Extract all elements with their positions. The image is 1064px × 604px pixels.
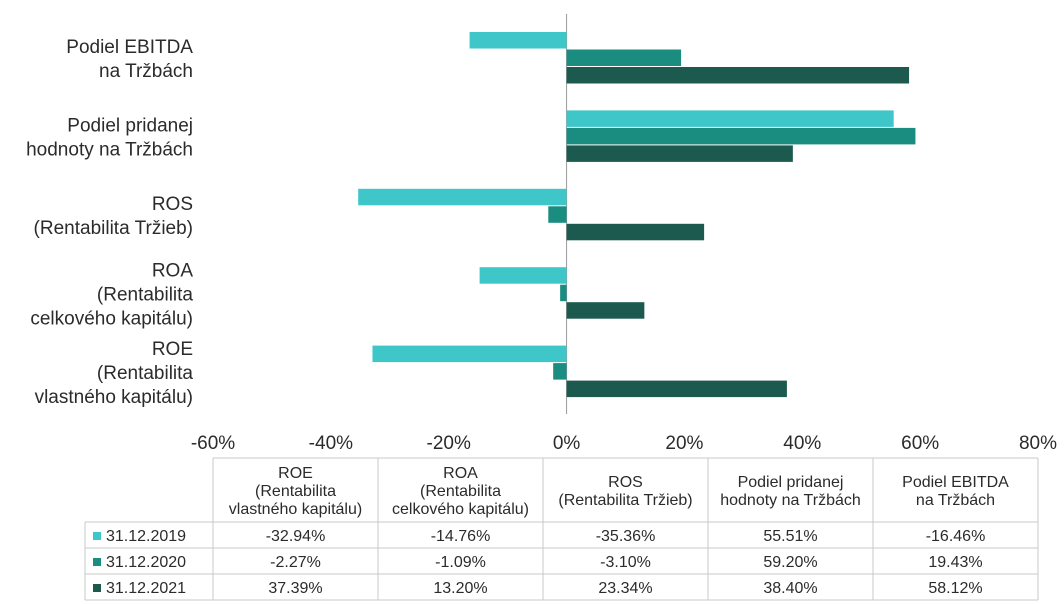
table-cell: -16.46% [926,528,986,545]
table-cell: -2.27% [270,554,321,571]
legend-label: 31.12.2019 [106,528,186,545]
bar-31-12-2021-cat-4 [566,380,787,398]
bar-31-12-2020-cat-4 [553,363,567,380]
table-header-text: (Rentabilita Tržieb) [558,492,692,509]
category-label: ROA [152,260,194,281]
table-header-text: Podiel EBITDA [902,474,1009,491]
table-cell: 37.39% [268,580,322,597]
legend-swatch-0 [93,532,101,540]
category-label: (Rentabilita Tržieb) [34,218,193,239]
bar-31-12-2020-cat-1 [566,127,916,145]
table-cell: -14.76% [431,528,491,545]
table-header-text: ROS [608,474,643,491]
table-cell: 38.40% [763,580,817,597]
category-label: ROS [152,194,193,215]
table-header-text: na Tržbách [916,492,995,509]
category-label: hodnoty na Tržbách [26,140,193,161]
x-tick-label: 0% [553,433,581,454]
x-tick-label: -40% [309,433,353,454]
category-label: (Rentabilita [97,284,194,305]
x-tick-label: -60% [191,433,235,454]
table-header-text: ROA [443,465,478,482]
bar-31-12-2019-cat-2 [358,188,567,206]
category-label: vlastného kapitálu) [35,387,193,408]
category-label: Podiel pridanej [67,116,193,137]
legend-label: 31.12.2021 [106,580,186,597]
table-header-text: hodnoty na Tržbách [720,492,861,509]
bar-31-12-2021-cat-0 [566,67,910,84]
table-cell: -35.36% [596,528,656,545]
table-header-text: Podiel pridanej [738,474,844,491]
bar-31-12-2020-cat-0 [566,49,682,66]
legend-swatch-2 [93,584,101,592]
table-cell: 13.20% [433,580,487,597]
bar-31-12-2019-cat-1 [566,110,894,127]
table-cell: -32.94% [266,528,326,545]
bar-31-12-2019-cat-4 [372,345,567,363]
x-tick-label: 20% [665,433,703,454]
table-cell: 59.20% [763,554,817,571]
table-cell: -3.10% [600,554,651,571]
bar-31-12-2021-cat-1 [566,145,793,162]
table-cell: -1.09% [435,554,486,571]
table-cell: 55.51% [763,528,817,545]
legend-label: 31.12.2020 [106,554,186,571]
bar-31-12-2019-cat-3 [479,267,567,284]
x-tick-label: -20% [427,433,471,454]
table-header-text: (Rentabilita [255,483,336,500]
bar-31-12-2020-cat-2 [548,206,567,223]
table-header-text: (Rentabilita [420,483,501,500]
table-header-text: ROE [278,465,313,482]
legend-swatch-1 [93,558,101,566]
table-header-text: celkového kapitálu) [392,501,529,518]
category-label: Podiel EBITDA [66,37,193,58]
category-label: ROE [152,339,193,360]
table-header-text: vlastného kapitálu) [229,501,362,518]
x-tick-label: 80% [1019,433,1057,454]
table-cell: 19.43% [928,554,982,571]
category-label: (Rentabilita [97,363,194,384]
x-tick-label: 40% [783,433,821,454]
bar-31-12-2021-cat-2 [566,223,705,241]
x-tick-label: 60% [901,433,939,454]
table-cell: 23.34% [598,580,652,597]
table-cell: 58.12% [928,580,982,597]
category-label: na Tržbách [99,61,193,82]
category-label: celkového kapitálu) [30,308,193,329]
bar-31-12-2020-cat-3 [560,284,567,302]
bar-31-12-2021-cat-3 [566,302,645,319]
bar-31-12-2019-cat-0 [469,32,567,49]
